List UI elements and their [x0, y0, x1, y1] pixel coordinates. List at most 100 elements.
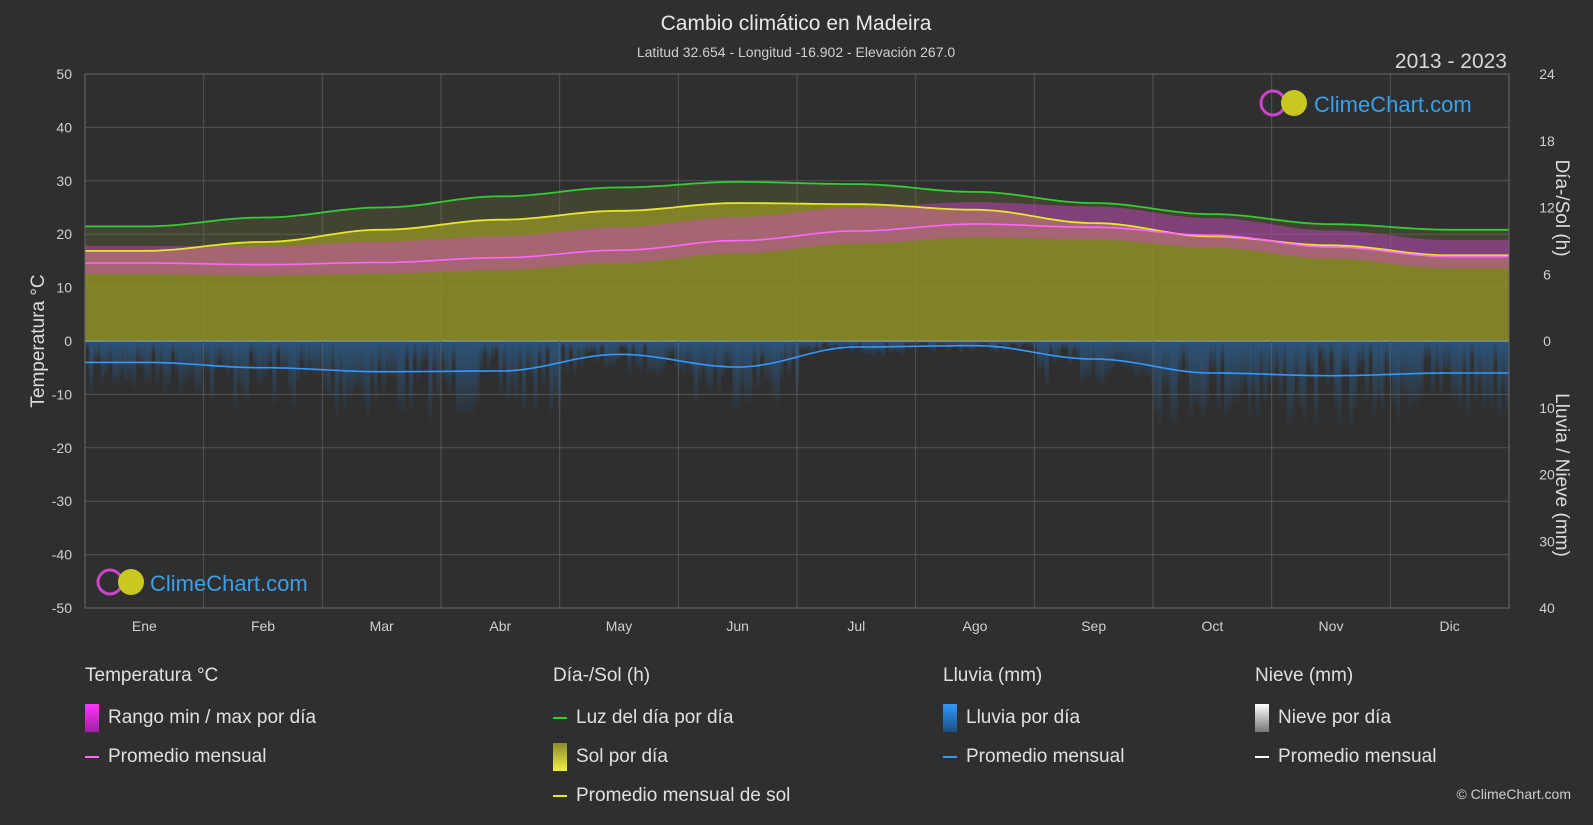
rain-day-bar [1056, 341, 1061, 361]
rain-day-bar [1278, 341, 1284, 400]
legend-heading-temperature: Temperatura °C [85, 665, 219, 686]
rain-day-bar [233, 341, 238, 407]
rain-day-bar [1313, 341, 1319, 426]
rain-day-bar [1403, 341, 1408, 396]
rain-day-bar [1079, 341, 1085, 385]
rain-day-bar [884, 341, 889, 344]
legend-heading-daylight: Día-/Sol (h) [553, 665, 651, 686]
rain-day-bar [510, 341, 515, 386]
legend-temperature: Temperatura °C Rango min / max por día P… [85, 662, 316, 776]
rain-day-bar [389, 341, 394, 376]
rain-day-bar [404, 341, 410, 361]
rain-day-bar [1146, 341, 1151, 378]
rain-day-bar [1310, 341, 1315, 379]
rain-day-bar [982, 341, 987, 344]
y-right-top-tick-label: 6 [1543, 266, 1551, 282]
rain-day-bar [1274, 341, 1280, 370]
rain-day-bar [1438, 341, 1443, 395]
rain-day-bar [1458, 341, 1463, 412]
rain-day-bar [1302, 341, 1307, 422]
rain-day-bar [826, 341, 831, 348]
rain-day-bar [295, 341, 300, 382]
brand-logo-bottom[interactable]: ClimeChart.com [96, 568, 308, 596]
rain-day-bar [795, 341, 800, 390]
rain-day-bar [678, 341, 683, 373]
legend-item-temp-range: Rango min / max por día [85, 698, 316, 737]
legend-item-sunshine: Sol por día [553, 737, 790, 776]
rain-day-bar [599, 341, 605, 348]
rain-day-bar [1493, 341, 1498, 362]
rain-day-bar [178, 341, 183, 393]
rain-day-bar [642, 341, 648, 348]
rain-avg-line [85, 344, 1509, 377]
rain-day-bar [724, 341, 730, 363]
rain-day-bar [818, 341, 823, 354]
rain-day-bar [1118, 341, 1124, 365]
chart-title: Cambio climático en Madeira [661, 12, 932, 35]
rain-day-bar [120, 341, 125, 376]
rain-day-bar [1150, 341, 1155, 384]
y-left-axis-label: Temperatura °C [28, 274, 49, 407]
rain-day-bar [1329, 341, 1334, 357]
rain-day-bar [256, 341, 261, 385]
y-right-bottom-axis-label: Lluvia / Nieve (mm) [1551, 393, 1572, 557]
rain-day-bar [1450, 341, 1455, 398]
rain-day-bar [1111, 341, 1116, 371]
rain-day-bar [1368, 341, 1373, 357]
rain-day-bar [615, 341, 620, 361]
rain-day-bar [287, 341, 293, 391]
sunshine-fill [85, 203, 1509, 341]
rain-day-bar [299, 341, 304, 362]
rain-day-bar [440, 341, 445, 364]
rain-day-bar [350, 341, 355, 397]
rain-day-bar [1196, 341, 1202, 406]
rain-day-bar [1220, 341, 1225, 362]
daylight-swatch [553, 716, 567, 719]
rain-day-bar [537, 341, 542, 361]
rain-day-bar [880, 341, 886, 357]
rain-day-bar [260, 341, 265, 382]
rain-day-bar [1317, 341, 1323, 355]
rain-day-bar [1235, 341, 1241, 404]
rain-day-bar [1239, 341, 1245, 392]
rain-day-bar [1083, 341, 1088, 380]
y-left-tick-label: 0 [64, 333, 72, 349]
rain-day-bar [908, 341, 913, 346]
rain-day-bar [853, 341, 858, 350]
rain-day-bar [315, 341, 320, 377]
rain-day-bar [1395, 341, 1401, 422]
rain-day-bar [1044, 341, 1049, 388]
rain-day-bar [1130, 341, 1135, 371]
x-tick-label: Jul [847, 618, 865, 634]
sunshine-swatch [553, 742, 567, 771]
rain-day-bar [1497, 341, 1502, 419]
rain-day-bar [268, 341, 273, 364]
rain-day-bar [202, 341, 207, 368]
rain-day-bar [1064, 341, 1069, 349]
x-tick-label: Ene [132, 618, 157, 634]
rain-day-bar [1376, 341, 1381, 401]
rain-day-bar [857, 341, 862, 345]
legend-label: Promedio mensual [108, 745, 267, 767]
rain-day-bar [619, 341, 624, 348]
rain-day-bar [1122, 341, 1127, 368]
rain-day-bar [1134, 341, 1139, 377]
rain-day-bar [447, 341, 453, 393]
rain-avg-swatch [943, 755, 957, 758]
rain-day-bar [900, 341, 905, 356]
rain-day-bar [689, 341, 694, 375]
rain-day-bar [1267, 341, 1272, 385]
rain-day-bar [1446, 341, 1451, 370]
rain-day-bar [596, 341, 601, 363]
y-right-bottom-tick-label: 20 [1539, 467, 1555, 483]
rain-day-bar [1251, 341, 1256, 394]
legend-daylight: Día-/Sol (h) Luz del día por día Sol por… [553, 662, 790, 815]
y-left-tick-label: -10 [52, 386, 72, 402]
rain-day-bar [1126, 341, 1131, 368]
rain-day-bar [1489, 341, 1494, 411]
brand-logo-top[interactable]: ClimeChart.com [1259, 89, 1472, 117]
rain-day-bar [1434, 341, 1440, 370]
rain-day-bar [311, 341, 316, 374]
rain-day-bar [1138, 341, 1143, 375]
